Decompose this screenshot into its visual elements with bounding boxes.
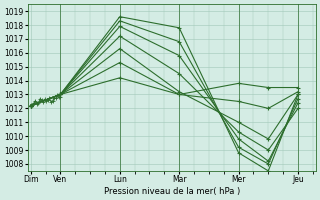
X-axis label: Pression niveau de la mer( hPa ): Pression niveau de la mer( hPa ) (104, 187, 240, 196)
